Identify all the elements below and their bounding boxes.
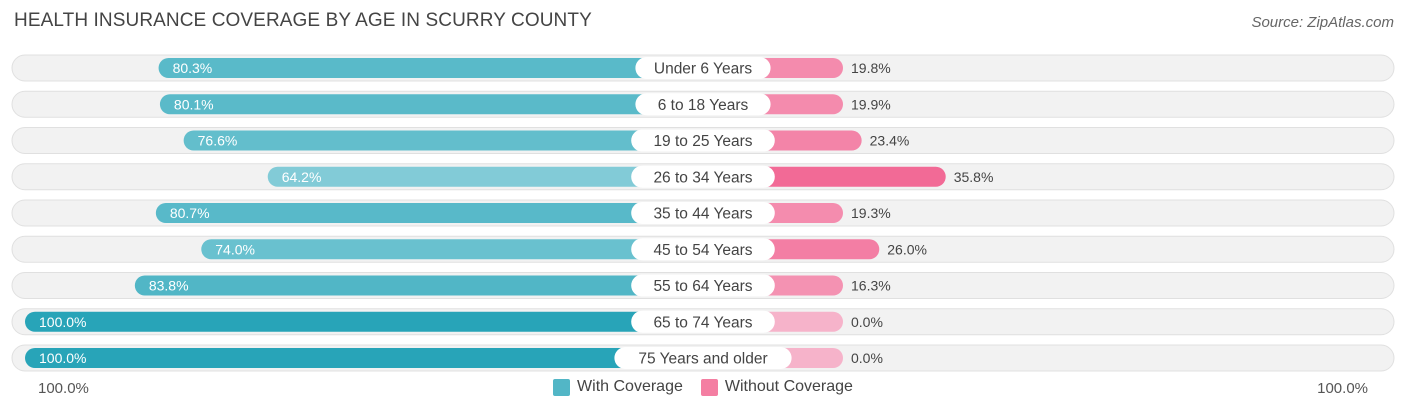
value-label-without-coverage-45-to-54-years: 26.0%: [887, 241, 927, 257]
value-label-with-coverage-26-to-34-years: 64.2%: [282, 169, 322, 185]
value-label-without-coverage-35-to-44-years: 19.3%: [851, 205, 891, 221]
category-pill-35-to-44-years: [631, 202, 775, 224]
category-label-6-to-18-years: 6 to 18 Years: [658, 97, 749, 114]
value-label-without-coverage-6-to-18-years: 19.9%: [851, 96, 891, 112]
value-label-without-coverage-19-to-25-years: 23.4%: [870, 133, 910, 149]
chart-title: HEALTH INSURANCE COVERAGE BY AGE IN SCUR…: [14, 10, 592, 31]
category-pill-55-to-64-years: [631, 274, 775, 297]
category-pill-6-to-18-years: [635, 93, 771, 116]
value-label-with-coverage-55-to-64-years: 83.8%: [149, 278, 189, 294]
category-pill-65-to-74-years: [631, 310, 775, 333]
legend: With Coverage Without Coverage: [0, 378, 1406, 396]
source-label: Source: ZipAtlas.com: [1251, 14, 1394, 31]
category-pill-45-to-54-years: [631, 238, 775, 261]
axis-left-label: 100.0%: [38, 380, 89, 397]
axis-right-label: 100.0%: [1317, 380, 1368, 397]
bar-with-coverage-45-to-54-years: [201, 239, 703, 260]
bar-with-coverage-under-6-years: [158, 58, 704, 78]
category-label-35-to-44-years: 35 to 44 Years: [653, 206, 752, 223]
value-label-without-coverage-under-6-years: 19.8%: [851, 60, 891, 76]
value-label-with-coverage-45-to-54-years: 74.0%: [215, 241, 255, 257]
legend-swatch-with-coverage: [553, 378, 571, 396]
bar-with-coverage-26-to-34-years: [267, 166, 703, 187]
bar-with-coverage-6-to-18-years: [159, 94, 703, 115]
legend-item-without-coverage: Without Coverage: [700, 378, 853, 396]
bar-with-coverage-75-years-and-older: [25, 348, 703, 368]
legend-label-with-coverage: With Coverage: [577, 378, 683, 395]
category-label-26-to-34-years: 26 to 34 Years: [653, 169, 752, 186]
value-label-without-coverage-75-years-and-older: 0.0%: [851, 350, 883, 366]
bar-with-coverage-65-to-74-years: [25, 311, 703, 332]
legend-swatch-without-coverage: [700, 378, 718, 396]
value-label-with-coverage-19-to-25-years: 76.6%: [198, 133, 238, 149]
value-label-without-coverage-65-to-74-years: 0.0%: [851, 314, 883, 330]
category-label-55-to-64-years: 55 to 64 Years: [653, 278, 752, 295]
bar-with-coverage-55-to-64-years: [134, 275, 703, 296]
category-pill-under-6-years: [635, 57, 771, 79]
value-label-with-coverage-65-to-74-years: 100.0%: [39, 314, 86, 330]
category-pill-19-to-25-years: [631, 129, 775, 152]
legend-item-with-coverage: With Coverage: [553, 378, 683, 396]
category-label-75-years-and-older: 75 Years and older: [638, 351, 767, 368]
value-label-without-coverage-26-to-34-years: 35.8%: [954, 169, 994, 185]
category-label-19-to-25-years: 19 to 25 Years: [653, 133, 752, 150]
category-pill-26-to-34-years: [631, 165, 775, 188]
category-pill-75-years-and-older: [614, 347, 792, 369]
legend-label-without-coverage: Without Coverage: [724, 378, 853, 395]
category-label-45-to-54-years: 45 to 54 Years: [653, 242, 752, 259]
value-label-with-coverage-75-years-and-older: 100.0%: [39, 350, 86, 366]
value-label-with-coverage-under-6-years: 80.3%: [173, 60, 213, 76]
bar-with-coverage-35-to-44-years: [155, 203, 703, 223]
value-label-without-coverage-55-to-64-years: 16.3%: [851, 278, 891, 294]
bar-with-coverage-19-to-25-years: [183, 130, 704, 151]
category-label-under-6-years: Under 6 Years: [654, 61, 752, 78]
category-label-65-to-74-years: 65 to 74 Years: [653, 314, 752, 331]
value-label-with-coverage-6-to-18-years: 80.1%: [174, 96, 214, 112]
coverage-chart: 80.3% 19.8% Under 6 Years 80.1% 19.9% 6 to 18…: [11, 54, 1395, 372]
value-label-with-coverage-35-to-44-years: 80.7%: [170, 205, 210, 221]
